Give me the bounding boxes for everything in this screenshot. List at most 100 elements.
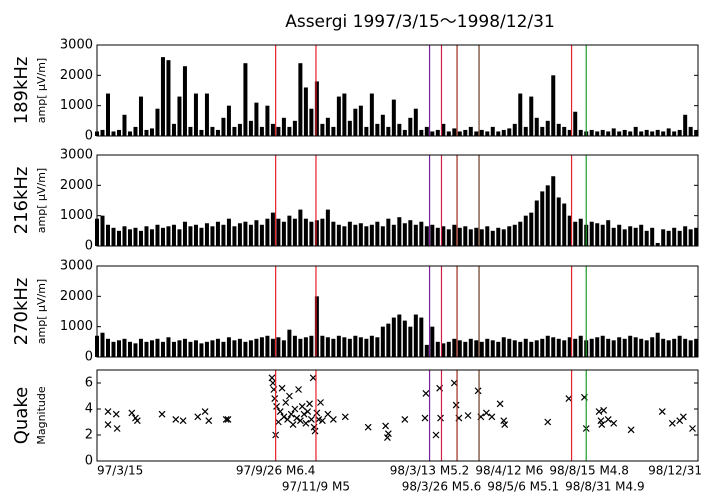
spike <box>232 340 237 357</box>
spike <box>171 224 176 246</box>
spike <box>501 229 506 246</box>
spike <box>292 120 297 136</box>
spike <box>534 200 539 246</box>
quake-marker <box>432 431 440 439</box>
spike <box>490 340 495 357</box>
quake-marker <box>284 415 291 423</box>
spike <box>226 218 231 246</box>
y-axis-title: 189kHz <box>11 57 32 125</box>
spike <box>226 337 231 357</box>
quake-marker <box>317 399 324 406</box>
spike <box>694 227 699 246</box>
y-tick-label: 1000 <box>60 98 93 113</box>
event-label: 97/11/9 M5 <box>282 480 350 494</box>
spike <box>529 341 534 357</box>
quake-marker <box>364 423 372 431</box>
spike <box>133 227 138 246</box>
spike <box>589 221 594 246</box>
spike <box>677 129 682 136</box>
spike <box>562 203 567 246</box>
spike <box>479 129 484 136</box>
spike <box>100 332 105 357</box>
spike <box>595 131 600 136</box>
y-tick-label: 1000 <box>60 208 93 223</box>
spike <box>628 226 633 246</box>
spike <box>413 108 418 136</box>
spike <box>259 224 264 246</box>
spike <box>380 326 385 357</box>
spike <box>116 340 121 357</box>
spike <box>265 105 270 136</box>
quake-marker <box>324 410 332 418</box>
spike <box>408 220 413 246</box>
spike <box>595 337 600 357</box>
spike <box>171 341 176 357</box>
spike <box>204 223 209 246</box>
y-axis-title: 216kHz <box>11 167 32 235</box>
spike <box>331 126 336 136</box>
spike <box>677 230 682 246</box>
quake-marker <box>112 410 120 418</box>
y-tick-label: 3000 <box>60 38 93 53</box>
spike <box>457 340 462 357</box>
spike <box>193 340 198 357</box>
quake-marker <box>293 414 301 422</box>
quake-marker <box>383 434 391 442</box>
spike <box>501 129 506 136</box>
spike <box>281 117 286 136</box>
spike <box>545 120 550 136</box>
spike <box>430 131 435 136</box>
spike <box>303 337 308 357</box>
spike <box>468 229 473 246</box>
spike <box>309 335 314 357</box>
spike <box>507 226 512 246</box>
spike <box>243 63 248 137</box>
quake-marker <box>269 379 277 387</box>
quake-marker <box>595 408 603 416</box>
spike <box>628 335 633 357</box>
spike <box>666 128 671 136</box>
y-tick-label: 1000 <box>60 319 93 334</box>
spike <box>518 93 523 136</box>
spike <box>380 226 385 246</box>
spike <box>149 229 154 246</box>
event-label: 98/8/31 M4.9 <box>565 480 645 494</box>
spike <box>254 338 259 357</box>
spike <box>485 338 490 357</box>
spike <box>237 123 242 136</box>
spike <box>232 126 237 136</box>
x-tick-label: 97/3/15 <box>97 464 143 478</box>
quake-marker <box>401 415 409 423</box>
spike <box>314 81 319 136</box>
spike <box>589 338 594 357</box>
spike <box>446 341 451 357</box>
spike <box>622 129 627 136</box>
spike <box>298 63 303 137</box>
quake-marker <box>289 421 297 429</box>
spike <box>144 226 149 246</box>
quake-marker <box>610 419 618 427</box>
spike <box>391 224 396 246</box>
quake-marker <box>278 384 286 392</box>
spike <box>320 335 325 357</box>
quake-marker <box>382 422 390 430</box>
spike <box>232 226 237 246</box>
spike <box>617 337 622 357</box>
spike <box>419 221 424 246</box>
spike <box>292 218 297 246</box>
spike <box>122 114 127 136</box>
spike <box>567 337 572 357</box>
spike <box>474 131 479 136</box>
spike <box>188 226 193 246</box>
spike <box>133 343 138 357</box>
spike <box>369 224 374 246</box>
spike <box>573 111 578 136</box>
spike <box>221 341 226 357</box>
spike <box>551 176 556 246</box>
spike <box>479 341 484 357</box>
spike <box>380 114 385 136</box>
event-label: 98/5/6 M5.1 <box>487 480 559 494</box>
spike <box>182 221 187 246</box>
quake-marker <box>300 410 308 418</box>
